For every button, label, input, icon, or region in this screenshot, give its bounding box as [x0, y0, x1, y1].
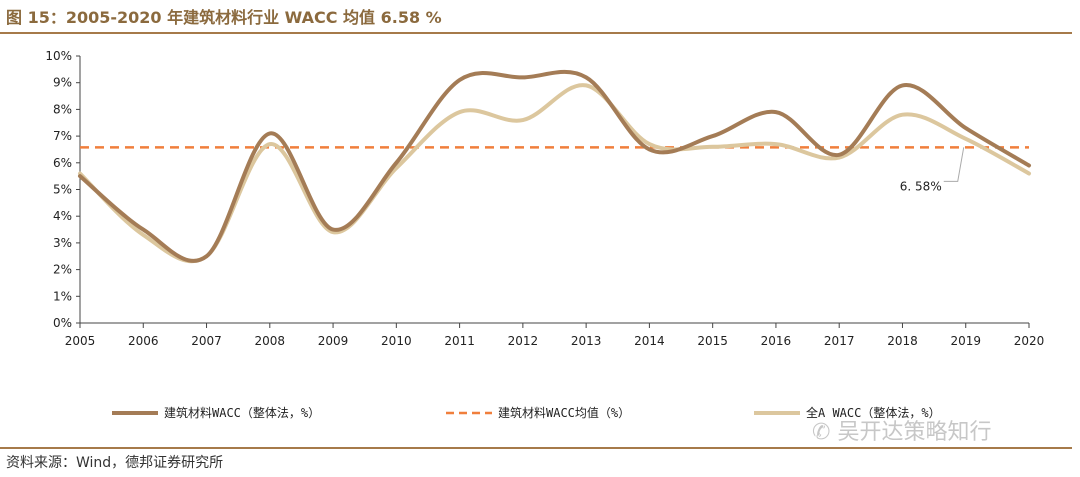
x-tick-label: 2012 — [508, 334, 539, 348]
x-tick-label: 2018 — [887, 334, 918, 348]
chart-legend: 建筑材料WACC（整体法，%） 建筑材料WACC均值（%） 全A WACC（整体法，… — [112, 405, 941, 420]
y-tick-label: 5% — [53, 183, 72, 197]
y-tick-label: 4% — [53, 209, 72, 223]
y-tick-label: 0% — [53, 316, 72, 330]
legend-label: 建筑材料WACC均值（%） — [498, 405, 630, 420]
source-note: 资料来源：Wind，德邦证券研究所 — [6, 455, 224, 471]
y-tick-label: 7% — [53, 129, 72, 143]
series-layer — [78, 69, 1031, 264]
y-tick-label: 9% — [53, 76, 72, 90]
y-tick-label: 1% — [53, 289, 72, 303]
series-building-materials-line — [78, 69, 1031, 263]
wechat-icon: ✆ — [812, 420, 838, 445]
y-tick-label: 8% — [53, 102, 72, 116]
wechat-watermark: ✆ 吴开达策略知行 — [812, 414, 991, 446]
x-tick-label: 2011 — [444, 334, 475, 348]
y-tick-label: 10% — [45, 49, 72, 63]
y-tick-label: 3% — [53, 236, 72, 250]
x-tick-label: 2017 — [824, 334, 855, 348]
x-tick-label: 2016 — [761, 334, 792, 348]
legend-label: 建筑材料WACC（整体法，%） — [164, 405, 320, 420]
y-tick-label: 6% — [53, 156, 72, 170]
figure-title: 图 15：2005-2020 年建筑材料行业 WACC 均值 6.58 % — [6, 8, 442, 27]
footer-divider — [0, 447, 1072, 449]
x-tick-label: 2010 — [381, 334, 412, 348]
y-axis: 0% 1% 2% 3% 4% 5% 6% 7% 8% 9% 10% — [45, 49, 81, 330]
x-tick-label: 2006 — [128, 334, 159, 348]
x-axis: 2005 2006 2007 2008 2009 2010 2011 2012 2013 2014… — [65, 322, 1045, 348]
x-tick-label: 2007 — [191, 334, 222, 348]
legend-label: 全A WACC（整体法，%） — [806, 405, 941, 420]
mean-annotation: 6. 58% — [900, 147, 965, 193]
title-divider — [0, 32, 1072, 34]
watermark-text: 吴开达策略知行 — [837, 420, 992, 445]
x-tick-label: 2009 — [318, 334, 349, 348]
y-tick-label: 2% — [53, 263, 72, 277]
x-tick-label: 2008 — [255, 334, 286, 348]
x-tick-label: 2015 — [697, 334, 728, 348]
x-tick-label: 2014 — [634, 334, 665, 348]
x-tick-label: 2020 — [1014, 334, 1045, 348]
annotation-label: 6. 58% — [900, 179, 942, 193]
annotation-leader — [943, 147, 965, 182]
x-tick-label: 2019 — [950, 334, 981, 348]
x-tick-label: 2005 — [65, 334, 96, 348]
x-tick-label: 2013 — [571, 334, 602, 348]
